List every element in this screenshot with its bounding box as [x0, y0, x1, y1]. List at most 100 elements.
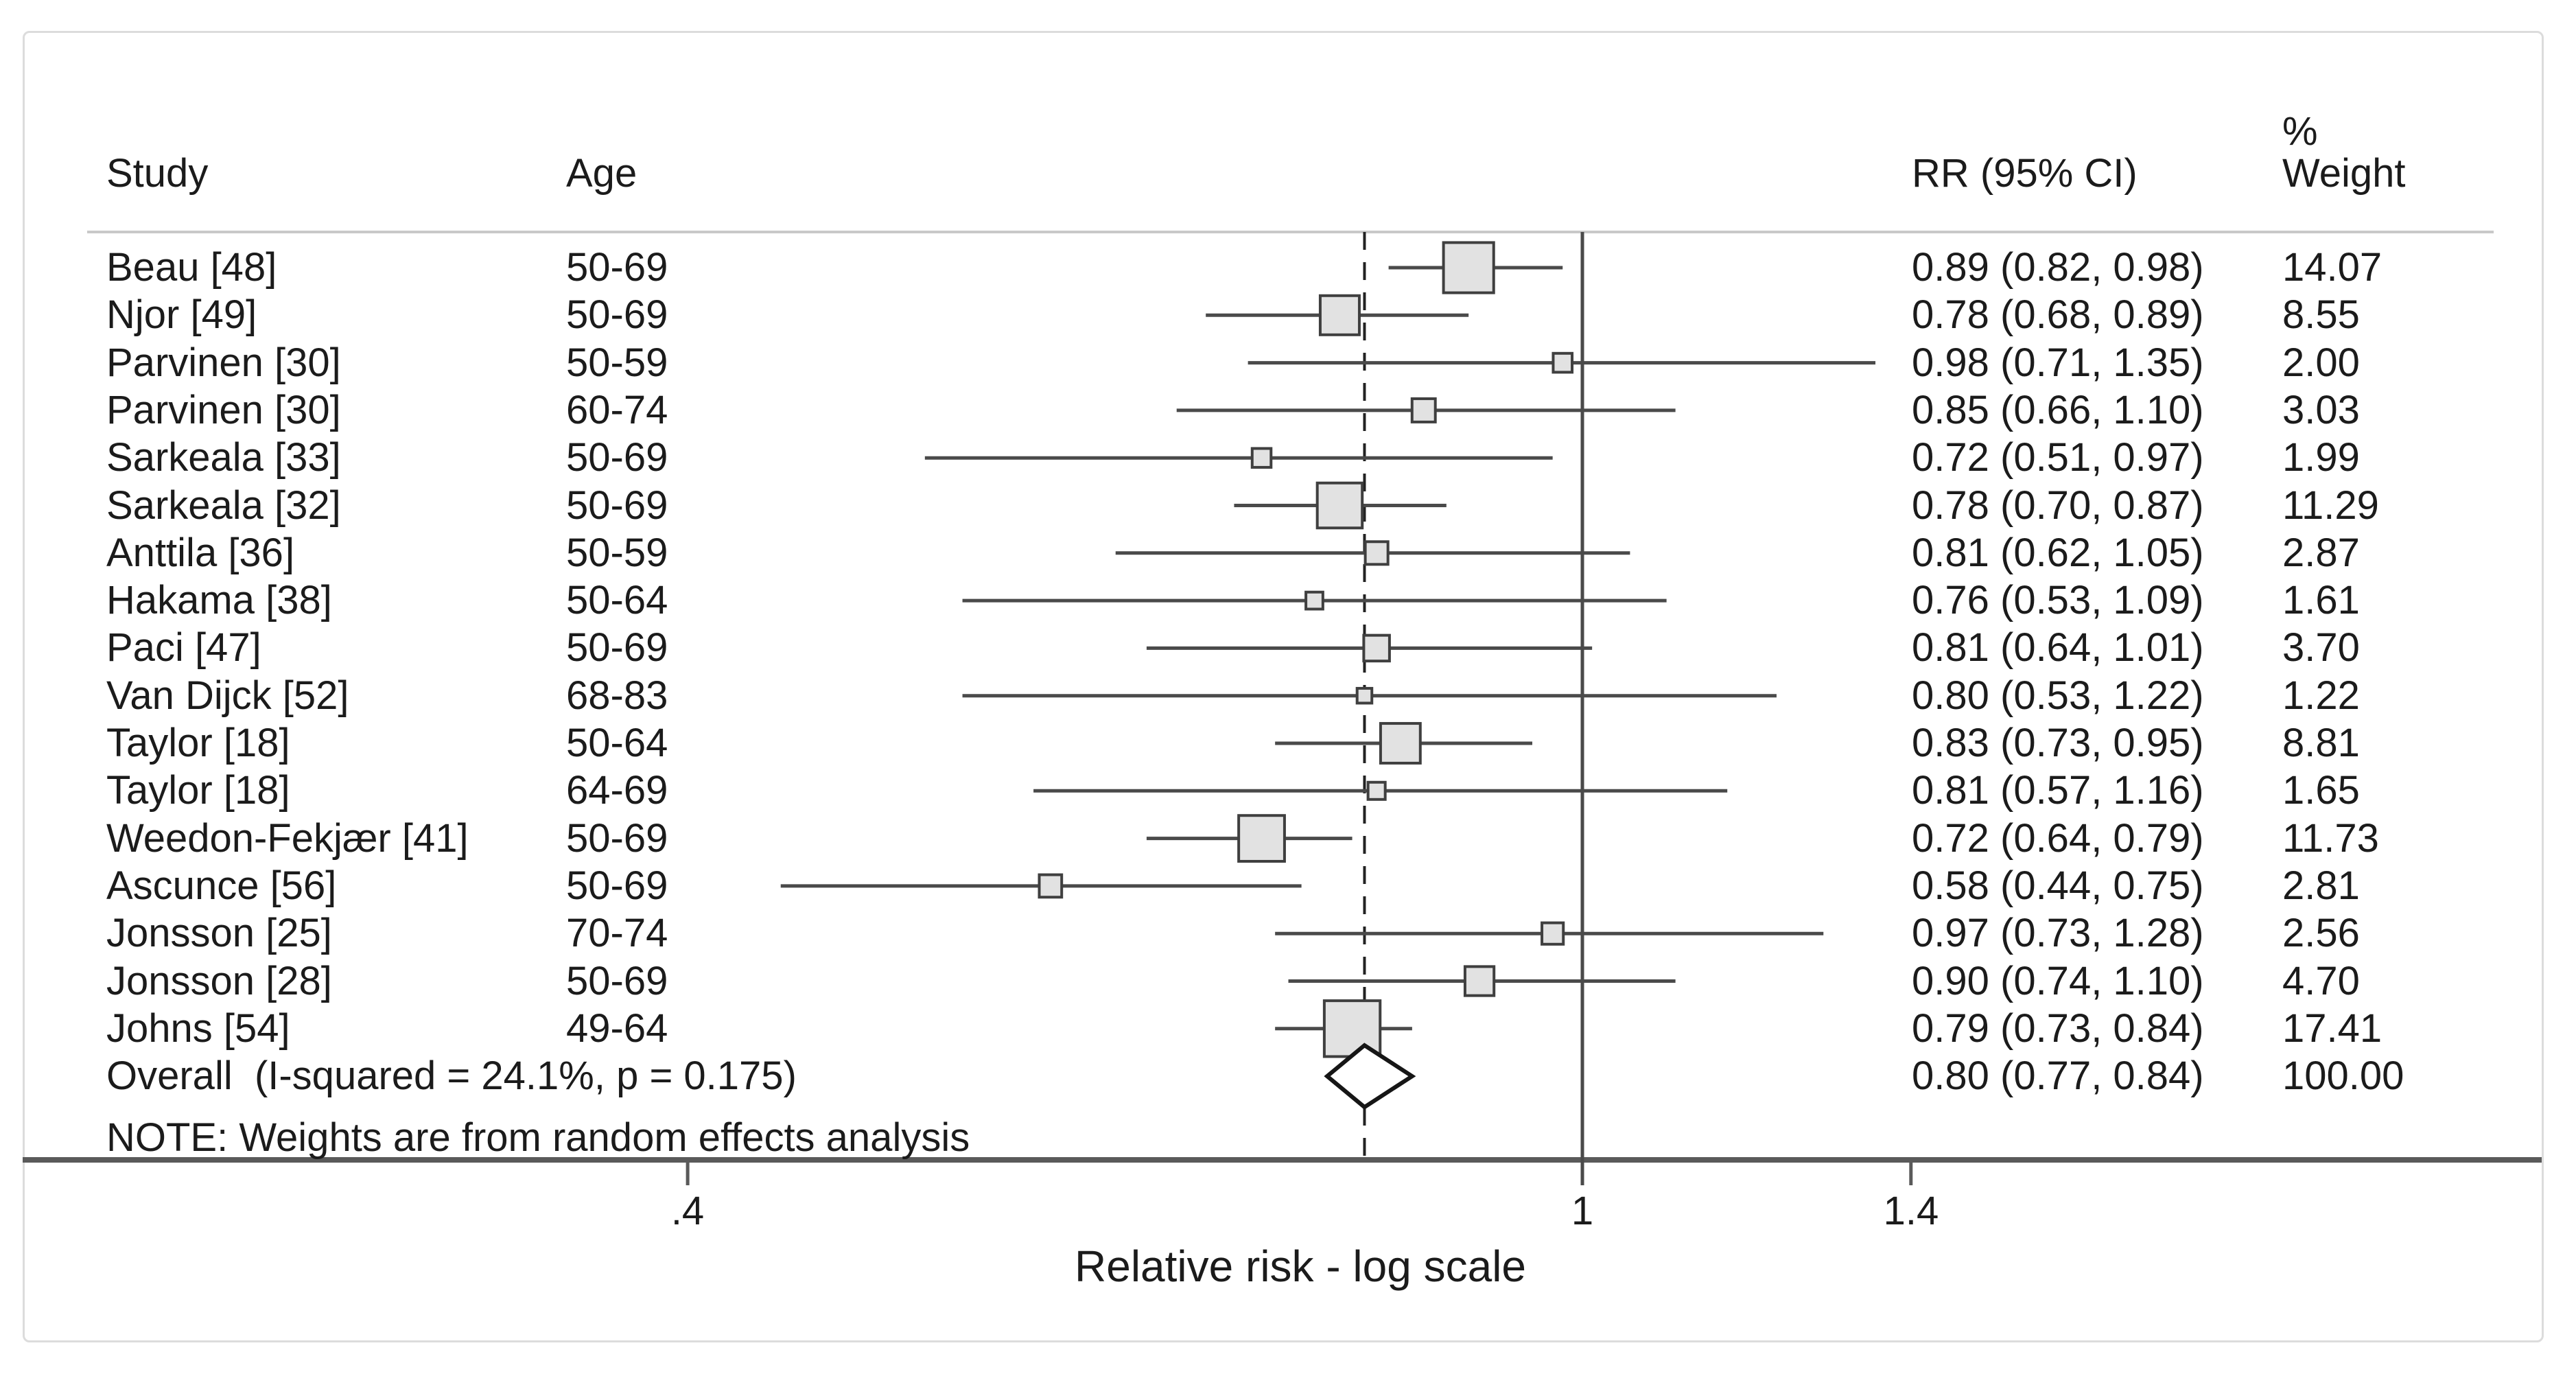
- study-label: Van Dijck [52]: [106, 673, 349, 718]
- effect-size-square: [1363, 540, 1390, 566]
- age-label: 68-83: [566, 673, 668, 718]
- rr-value: 0.79 (0.73, 0.84): [1912, 1006, 2204, 1051]
- weight-value: 2.56: [2282, 911, 2360, 955]
- effect-size-square: [1318, 294, 1361, 336]
- weight-value: 1.61: [2282, 578, 2360, 622]
- age-label: 50-69: [566, 959, 668, 1003]
- age-label: 50-69: [566, 863, 668, 908]
- weight-value: 17.41: [2282, 1006, 2382, 1051]
- weight-value: 1.99: [2282, 435, 2360, 480]
- rr-value: 0.83 (0.73, 0.95): [1912, 721, 2204, 765]
- weight-value: 11.73: [2282, 816, 2379, 861]
- column-header-rr: RR (95% CI): [1912, 151, 2138, 196]
- effect-size-square: [1250, 447, 1273, 469]
- rr-value: 0.90 (0.74, 1.10): [1912, 959, 2204, 1003]
- overall-rr-value: 0.80 (0.77, 0.84): [1912, 1053, 2204, 1098]
- age-label: 50-69: [566, 816, 668, 861]
- overall-weight-value: 100.00: [2282, 1053, 2404, 1098]
- x-tick-label: 1: [1571, 1189, 1594, 1233]
- study-label: Johns [54]: [106, 1006, 290, 1051]
- effect-size-square: [1038, 873, 1064, 899]
- weight-value: 2.87: [2282, 531, 2360, 575]
- weight-value: 3.70: [2282, 625, 2360, 670]
- study-label: Hakama [38]: [106, 578, 332, 622]
- rr-value: 0.81 (0.62, 1.05): [1912, 531, 2204, 575]
- overall-label: Overall (I-squared = 24.1%, p = 0.175): [106, 1053, 797, 1098]
- study-label: Beau [48]: [106, 245, 277, 290]
- x-tick-label: 1.4: [1883, 1189, 1939, 1233]
- rr-value: 0.72 (0.64, 0.79): [1912, 816, 2204, 861]
- age-label: 60-74: [566, 388, 668, 432]
- study-label: Parvinen [30]: [106, 340, 341, 385]
- effect-size-square: [1442, 241, 1495, 294]
- effect-size-square: [1355, 686, 1374, 705]
- rr-value: 0.72 (0.51, 0.97): [1912, 435, 2204, 480]
- note-text: NOTE: Weights are from random effects an…: [106, 1115, 970, 1160]
- effect-size-square: [1366, 780, 1387, 801]
- figure-border: [23, 31, 2544, 1342]
- age-label: 50-59: [566, 340, 668, 385]
- overall-diamond: [1324, 1043, 1416, 1110]
- rr-value: 0.76 (0.53, 1.09): [1912, 578, 2204, 622]
- rr-value: 0.80 (0.53, 1.22): [1912, 673, 2204, 718]
- weight-value: 4.70: [2282, 959, 2360, 1003]
- x-axis-title: Relative risk - log scale: [1075, 1242, 1526, 1291]
- effect-size-square: [1541, 921, 1565, 946]
- effect-size-square: [1304, 590, 1324, 611]
- effect-size-square: [1315, 481, 1364, 530]
- age-label: 50-69: [566, 292, 668, 337]
- effect-size-square: [1362, 633, 1391, 663]
- study-label: Jonsson [25]: [106, 911, 332, 955]
- weight-value: 8.55: [2282, 292, 2360, 337]
- study-label: Sarkeala [32]: [106, 483, 341, 528]
- weight-value: 2.81: [2282, 863, 2360, 908]
- effect-size-square: [1463, 965, 1496, 997]
- rr-value: 0.78 (0.68, 0.89): [1912, 292, 2204, 337]
- weight-value: 1.22: [2282, 673, 2360, 718]
- weight-value: 1.65: [2282, 768, 2360, 813]
- study-label: Jonsson [28]: [106, 959, 332, 1003]
- rr-value: 0.78 (0.70, 0.87): [1912, 483, 2204, 528]
- weight-value: 8.81: [2282, 721, 2360, 765]
- column-header-age: Age: [566, 151, 637, 196]
- column-header-weight: Weight: [2282, 151, 2406, 196]
- rr-value: 0.85 (0.66, 1.10): [1912, 388, 2204, 432]
- study-label: Sarkeala [33]: [106, 435, 341, 480]
- rr-value: 0.97 (0.73, 1.28): [1912, 911, 2204, 955]
- study-label: Weedon-Fekjær [41]: [106, 816, 469, 861]
- study-label: Parvinen [30]: [106, 388, 341, 432]
- study-label: Paci [47]: [106, 625, 261, 670]
- age-label: 50-64: [566, 721, 668, 765]
- column-header-study: Study: [106, 151, 209, 196]
- rr-value: 0.98 (0.71, 1.35): [1912, 340, 2204, 385]
- study-label: Ascunce [56]: [106, 863, 337, 908]
- rr-value: 0.81 (0.57, 1.16): [1912, 768, 2204, 813]
- column-header-weight-percent-sign: %: [2282, 109, 2318, 154]
- effect-size-square: [1552, 351, 1574, 374]
- age-label: 70-74: [566, 911, 668, 955]
- age-label: 50-59: [566, 531, 668, 575]
- weight-value: 3.03: [2282, 388, 2360, 432]
- rr-value: 0.81 (0.64, 1.01): [1912, 625, 2204, 670]
- weight-value: 2.00: [2282, 340, 2360, 385]
- age-label: 50-69: [566, 625, 668, 670]
- study-label: Njor [49]: [106, 292, 257, 337]
- effect-size-square: [1379, 722, 1422, 765]
- study-label: Taylor [18]: [106, 721, 290, 765]
- age-label: 50-69: [566, 435, 668, 480]
- study-label: Anttila [36]: [106, 531, 295, 575]
- age-label: 50-69: [566, 245, 668, 290]
- rr-value: 0.89 (0.82, 0.98): [1912, 245, 2204, 290]
- effect-size-square: [1237, 814, 1286, 863]
- age-label: 49-64: [566, 1006, 668, 1051]
- age-label: 50-69: [566, 483, 668, 528]
- study-label: Taylor [18]: [106, 768, 290, 813]
- effect-size-square: [1410, 397, 1437, 423]
- rr-value: 0.58 (0.44, 0.75): [1912, 863, 2204, 908]
- weight-value: 14.07: [2282, 245, 2382, 290]
- age-label: 64-69: [566, 768, 668, 813]
- x-tick-label: .4: [670, 1189, 705, 1233]
- age-label: 50-64: [566, 578, 668, 622]
- weight-value: 11.29: [2282, 483, 2379, 528]
